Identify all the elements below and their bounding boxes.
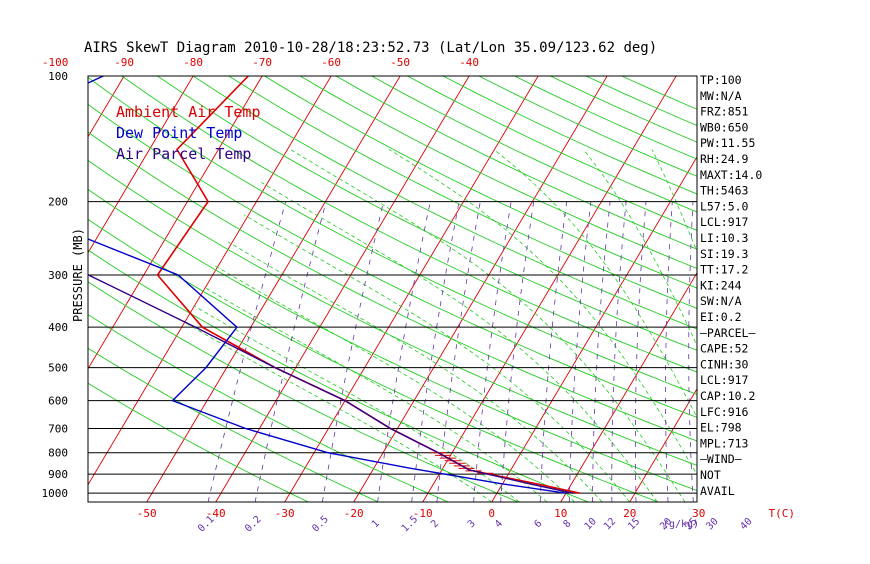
temp-unit-label: T(C) [768,507,795,520]
bottom-temp-tick-label: -30 [275,507,295,520]
index-item: WB0:650 [700,120,749,134]
index-item: MW:N/A [700,89,742,103]
index-item: LCL:917 [700,373,749,387]
index-item: —WIND— [700,452,742,466]
mixing-ratio-line [255,202,326,502]
pressure-tick-label: 100 [48,70,68,83]
dry-adiabat-line [336,76,870,502]
legend-entry: Dew Point Temp [116,124,242,142]
isotherm-line [768,76,870,502]
isotherm-line [837,76,870,502]
index-item: TT:17.2 [700,263,748,277]
top-temp-tick-label: -90 [114,56,134,69]
index-item: AVAIL [700,484,735,498]
pressure-tick-label: 800 [48,447,68,460]
legend: Ambient Air Temp Dew Point Temp Air Parcel… [116,103,261,163]
index-item: CAP:10.2 [700,389,755,403]
index-item: PW:11.55 [700,136,755,150]
pressure-tick-label: 700 [48,423,68,436]
index-item: LCL:917 [700,215,749,229]
index-item: RH:24.9 [700,152,749,166]
mixing-ratio-tick-label: 12 [602,516,618,532]
pressure-tick-label: 600 [48,395,68,408]
dry-adiabat-line [300,76,870,502]
dry-adiabat-line [372,76,870,502]
mixing-ratio-tick-label: 0.5 [310,514,331,535]
top-temp-tick-label: -50 [390,56,410,69]
series-line-parcel-temp [0,76,573,493]
mixing-ratio-unit-label: (g/kg) [663,519,699,530]
dry-adiabat-line [265,76,870,502]
dry-adiabat-line [443,76,870,502]
mixing-ratio-line [412,202,459,502]
index-item: TP:100 [700,73,742,87]
pressure-tick-label: 200 [48,196,68,209]
moist-adiabat-line [244,215,630,502]
index-item: MPL:713 [700,436,749,450]
pressure-tick-label: 300 [48,269,68,282]
mixing-ratio-tick-label: 2 [429,518,441,530]
legend-entry: Ambient Air Temp [116,103,261,121]
index-item: L57:5.0 [700,199,749,213]
bottom-temp-tick-label: 0 [488,507,495,520]
legend-entry: Air Parcel Temp [116,145,251,163]
isotherm-line [354,76,607,502]
mixing-ratio-line [593,202,611,502]
index-item: —PARCEL— [700,326,755,340]
bottom-temp-tick-label: -50 [137,507,157,520]
mixing-ratio-tick-label: 30 [704,516,720,532]
dry-adiabat-line [193,76,870,502]
top-temp-tick-label: -60 [321,56,341,69]
top-temp-tick-label: -40 [459,56,479,69]
pressure-tick-label: 900 [48,468,68,481]
bottom-temp-tick-label: -20 [344,507,364,520]
dry-adiabat-line [157,76,870,502]
index-item: CAPE:52 [700,342,748,356]
pressure-tick-label: 500 [48,362,68,375]
mixing-ratio-tick-label: 6 [532,518,544,530]
index-item: SW:N/A [700,294,742,308]
index-item: FRZ:851 [700,105,749,119]
dry-adiabat-line [407,76,870,502]
isotherm-line [0,76,55,502]
top-temp-tick-label: -80 [183,56,203,69]
mixing-ratio-tick-label: 8 [562,518,574,530]
index-item: TH:5463 [700,184,749,198]
index-item: EI:0.2 [700,310,742,324]
mixing-ratio-tick-label: 3 [466,518,478,530]
data-series [0,76,580,493]
mixing-ratio-line [689,202,694,502]
moist-adiabat-line [389,150,713,503]
isotherm-line [216,76,469,502]
index-item: LFC:916 [700,405,749,419]
index-item: SI:19.3 [700,247,749,261]
dry-adiabat-line [479,76,870,502]
isotherm-line [0,76,124,502]
mixing-ratio-line [378,202,431,502]
index-item: CINH:30 [700,357,749,371]
y-axis-label: PRESSURE (MB) [71,228,85,322]
index-item: MAXT:14.0 [700,168,762,182]
mixing-ratio-line [666,202,673,502]
pressure-tick-label: 1000 [42,487,69,500]
mixing-ratio-tick-label: 4 [493,518,505,530]
top-temp-tick-label: -100 [42,56,69,69]
index-item: NOT [700,468,721,482]
mixing-ratio-tick-label: 0.2 [243,514,264,535]
top-temp-tick-label: -70 [252,56,272,69]
mixing-ratio-tick-label: 1 [370,518,382,530]
pressure-tick-label: 400 [48,321,68,334]
index-item: EL:798 [700,421,742,435]
mixing-ratio-tick-label: 40 [738,516,754,532]
index-item: KI:244 [700,278,742,292]
mixing-ratio-tick-label: 10 [583,516,599,532]
chart-title: AIRS SkewT Diagram 2010-10-28/18:23:52.7… [84,40,657,56]
index-item: LI:10.3 [700,231,749,245]
